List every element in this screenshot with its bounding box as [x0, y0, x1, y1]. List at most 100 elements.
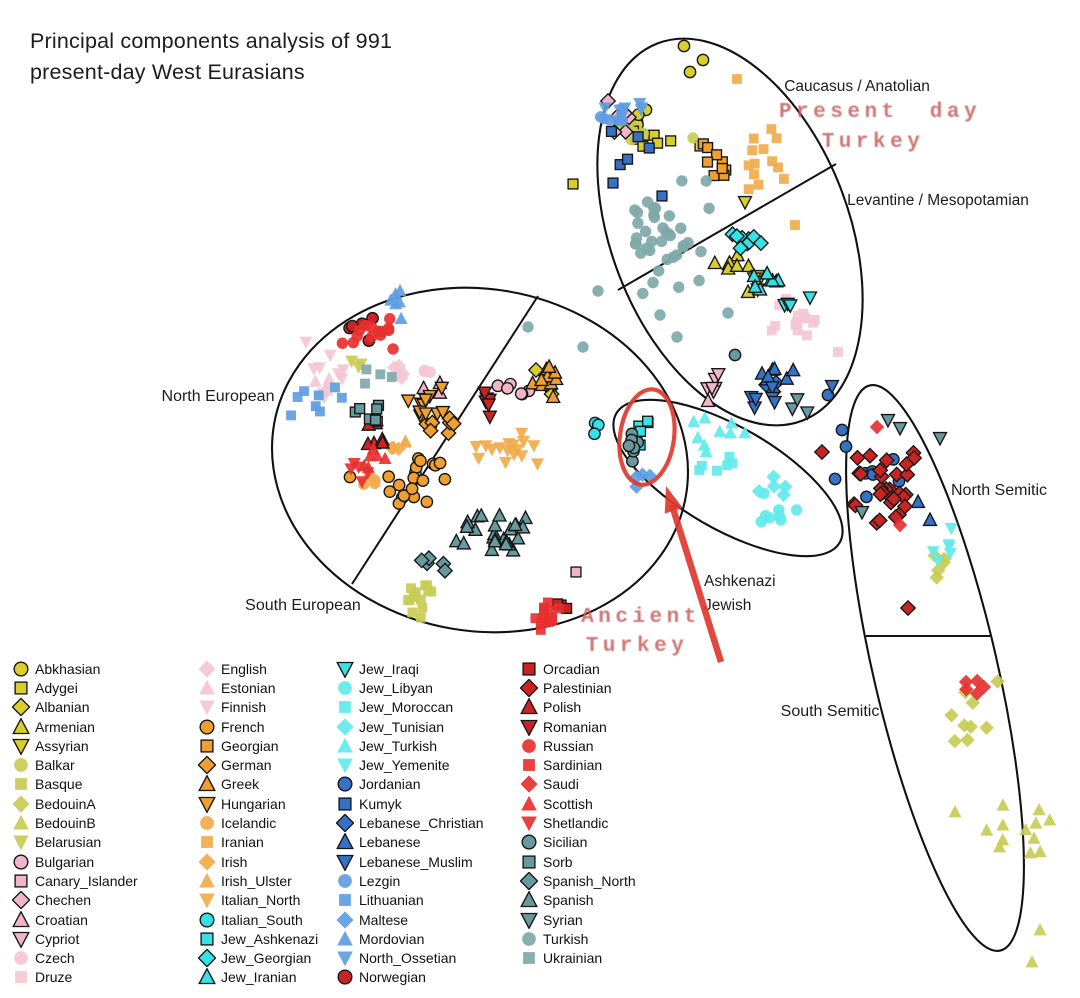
data-point-jew_tunisian	[766, 479, 782, 494]
legend-marker-square-icon	[200, 932, 214, 946]
legend-item-irish: Irish	[198, 852, 318, 871]
series-druze	[766, 293, 843, 357]
data-point-turkish	[700, 175, 712, 187]
legend-item-jew_libyan: Jew_Libyan	[336, 678, 484, 697]
legend-marker-diamond-icon	[198, 660, 216, 678]
data-point-french	[414, 454, 427, 468]
legend-item-north_ossetian: North_Ossetian	[336, 948, 484, 967]
data-point-belarusian	[345, 355, 359, 368]
data-point-italian_north	[479, 440, 493, 453]
legend-marker-sorb	[522, 855, 536, 869]
region-label: North Semitic	[951, 482, 1047, 499]
region-label: North European	[162, 388, 275, 405]
series-german	[418, 410, 462, 442]
data-point-basque	[406, 583, 416, 594]
data-point-syrian	[932, 431, 948, 447]
data-point-jew_iranian	[759, 265, 775, 280]
data-point-georgian	[710, 149, 723, 161]
legend-marker-palestinian	[520, 678, 538, 697]
legend-marker-diamond-icon	[520, 871, 538, 890]
data-point-italian_north	[517, 435, 530, 449]
legend-label: Saudi	[543, 776, 579, 793]
data-point-georgian	[702, 141, 714, 154]
data-point-jew_georgian	[728, 228, 746, 245]
data-point-jew_tunisian	[778, 479, 793, 494]
data-point-basque	[423, 585, 434, 596]
legend-item-canary_islander: Canary_Islander	[12, 871, 138, 890]
legend-marker-syrian	[520, 912, 538, 929]
data-point-palestinian	[899, 466, 916, 483]
legend-label: Sorb	[543, 853, 573, 870]
data-point-bedouina	[960, 732, 975, 748]
region-label: Caucasus / Anatolian	[784, 78, 930, 95]
data-point-turkish	[654, 309, 666, 321]
data-point-druze	[791, 318, 802, 329]
legend-marker-diamond-icon	[12, 698, 30, 717]
data-point-ukrainian	[386, 372, 397, 382]
legend-marker-chechen	[12, 891, 30, 910]
legend-item-scottish: Scottish	[520, 794, 636, 813]
legend-marker-german	[198, 756, 216, 775]
legend-item-jew_yemenite: Jew_Yemenite	[336, 755, 484, 774]
legend-item-orcadian: Orcadian	[520, 659, 636, 678]
data-point-spanish	[484, 541, 500, 557]
series-jew_turkish	[687, 411, 752, 458]
data-point-kumyk	[621, 153, 634, 165]
data-point-turkish	[677, 239, 690, 252]
data-point-bedouinb	[1025, 955, 1039, 968]
legend-marker-abkhasian	[13, 661, 29, 677]
data-point-romanian	[480, 398, 497, 413]
legend-marker-jew_yemenite	[337, 758, 353, 774]
legend-label: Irish_Ulster	[221, 872, 292, 889]
data-point-russian	[336, 337, 349, 349]
data-point-french	[392, 478, 406, 492]
data-point-bedouina	[936, 551, 952, 567]
legend-marker-triangle-up-icon	[199, 679, 215, 695]
data-point-lebanese_muslim	[764, 381, 780, 396]
data-point-bedouinb	[1019, 823, 1033, 836]
data-point-north_ossetian	[634, 104, 648, 117]
data-point-kumyk	[656, 190, 668, 202]
legend-marker-jew_iranian	[198, 968, 216, 985]
data-point-turkish	[703, 202, 715, 215]
data-point-turkish	[670, 249, 683, 261]
legend-marker-diamond-icon	[336, 910, 354, 929]
region-label: Ashkenazi	[704, 573, 776, 590]
legend-marker-square-icon	[339, 894, 351, 907]
series-canary_islander	[570, 566, 582, 578]
legend-label: Shetlandic	[543, 815, 609, 832]
data-point-icelandic	[369, 477, 381, 490]
data-point-shetlandic	[352, 461, 366, 474]
legend-label: Icelandic	[221, 815, 277, 832]
data-point-jew_tunisian	[751, 484, 767, 499]
legend-marker-triangle-down-icon	[199, 893, 215, 909]
legend-marker-triangle-down-icon	[12, 738, 30, 755]
legend-marker-circle-icon	[338, 681, 352, 695]
data-point-lebanese	[922, 511, 938, 527]
data-point-lebanese_muslim	[767, 395, 783, 411]
data-point-spanish	[517, 509, 534, 525]
legend-marker-circle-icon	[522, 738, 536, 753]
legend-item-turkish: Turkish	[520, 929, 636, 948]
series-bedouinb	[948, 798, 1057, 968]
legend-item-armenian: Armenian	[12, 717, 138, 736]
data-point-spanish	[510, 530, 526, 545]
stamp-annotation-present-day-turkey: Present day	[779, 101, 981, 124]
series-czech	[418, 364, 436, 378]
data-point-iranian	[747, 145, 758, 156]
legend-marker-cypriot	[12, 931, 30, 948]
data-point-jew_libyan	[790, 504, 803, 516]
data-point-sardinian	[530, 613, 541, 624]
legend-column-4: Orcadian Palestinian Polish Romanian Russian…	[520, 659, 636, 968]
region-ellipse-semitic	[845, 384, 1025, 952]
legend-item-abkhasian: Abkhasian	[12, 659, 138, 678]
legend-marker-circle-icon	[14, 758, 28, 772]
data-point-mordovian	[394, 311, 408, 324]
data-point-jew_turkish	[738, 425, 752, 439]
legend-marker-irish_ulster	[199, 872, 215, 888]
data-point-turkish	[722, 307, 734, 319]
legend-marker-spanish	[520, 891, 538, 908]
legend-item-jew_iraqi: Jew_Iraqi	[336, 659, 484, 678]
legend-marker-bedouina	[12, 795, 30, 813]
data-point-druze	[792, 325, 803, 336]
